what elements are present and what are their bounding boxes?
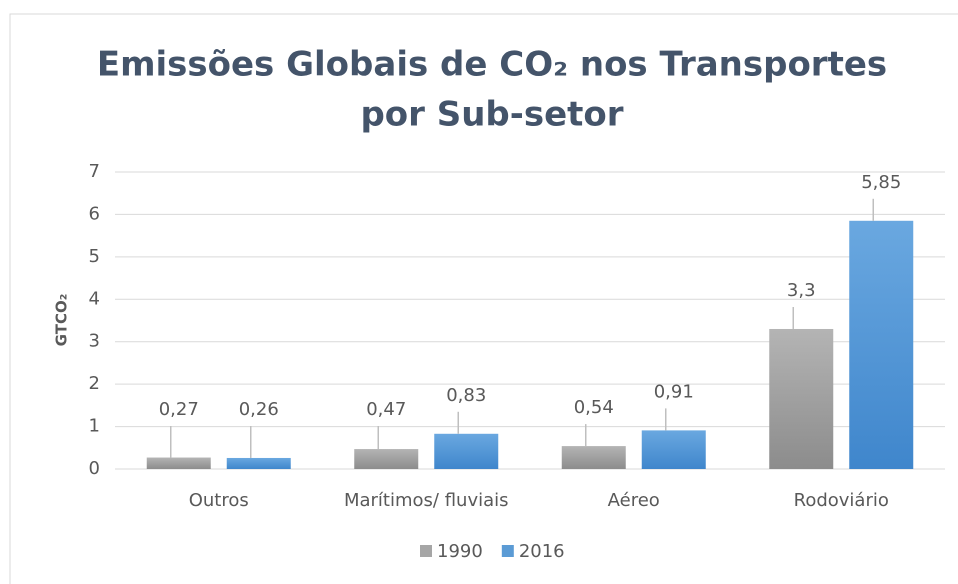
legend-label: 2016 [519, 541, 565, 562]
bar [354, 449, 419, 469]
y-tick-label: 2 [89, 373, 100, 394]
y-tick-label: 7 [89, 161, 100, 182]
y-tick-label: 0 [89, 458, 100, 479]
bar [146, 457, 211, 469]
data-label: 0,47 [366, 399, 406, 420]
x-tick-label: Rodoviário [794, 490, 889, 511]
bar [641, 430, 706, 469]
bar [434, 433, 499, 469]
bar [769, 328, 834, 469]
legend-label: 1990 [437, 541, 483, 562]
y-tick-label: 6 [89, 203, 100, 224]
y-tick-label: 1 [89, 416, 100, 437]
x-tick-label: Aéreo [608, 490, 660, 511]
chart-title: Emissões Globais de CO₂ nos Transportes [97, 45, 887, 85]
x-tick-label: Outros [189, 490, 249, 511]
y-tick-label: 5 [89, 246, 100, 267]
data-label: 0,27 [159, 399, 199, 420]
x-tick-label: Marítimos/ fluviais [344, 490, 509, 511]
y-tick-label: 3 [89, 331, 100, 352]
data-label: 0,91 [654, 381, 694, 402]
chart-title: por Sub-setor [360, 95, 623, 135]
data-label: 5,85 [861, 172, 901, 193]
data-label: 3,3 [787, 280, 816, 301]
y-tick-label: 4 [89, 288, 100, 309]
legend-swatch [501, 545, 514, 557]
legend-swatch [420, 545, 432, 557]
bar [849, 220, 914, 469]
data-label: 0,83 [446, 385, 486, 406]
bar [226, 457, 291, 469]
bar [561, 446, 626, 469]
data-label: 0,26 [239, 399, 279, 420]
y-axis-label: GTCO₂ [53, 294, 71, 347]
data-label: 0,54 [574, 397, 614, 418]
